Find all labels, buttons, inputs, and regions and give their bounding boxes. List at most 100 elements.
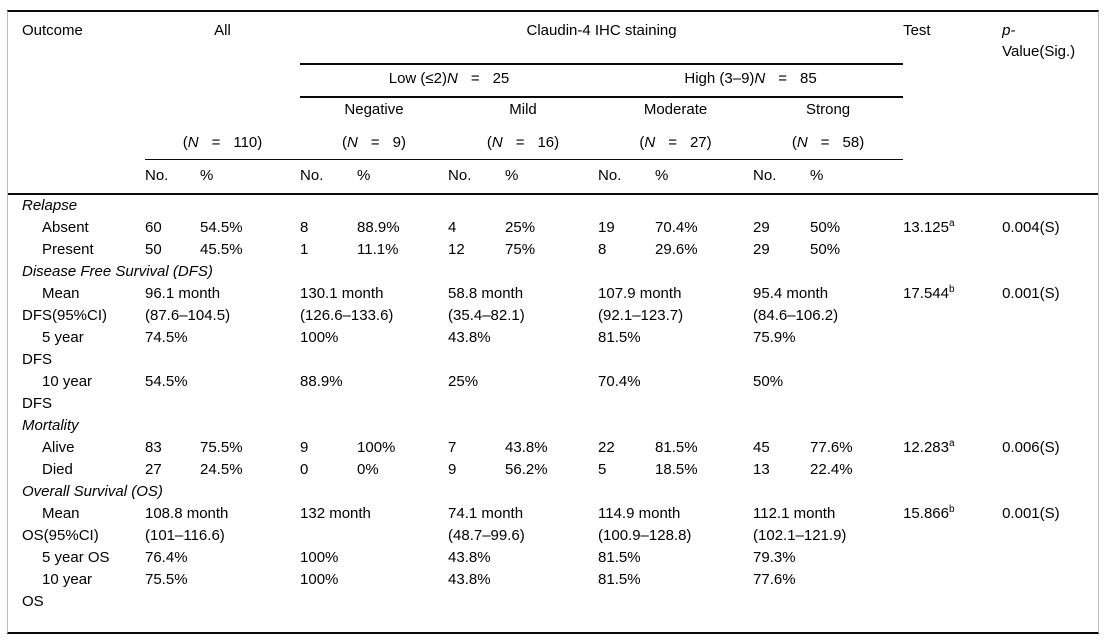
cell: 9	[300, 439, 309, 456]
cell: 75.9%	[753, 329, 796, 346]
cell: 81.5%	[655, 439, 698, 456]
p-cell	[1002, 371, 1098, 415]
cell: 9	[448, 461, 457, 478]
n-value: 110)	[233, 133, 263, 151]
header-low-group: Low (≤2)N = 25	[300, 64, 599, 98]
cell: 0	[300, 461, 309, 478]
cell: 77.6%	[753, 571, 796, 588]
test-cell: 13.125a	[903, 217, 1002, 239]
spacer-cell	[903, 64, 1002, 97]
header-claudin: Claudin-4 IHC staining	[300, 12, 904, 65]
section-label: Overall Survival (OS)	[22, 483, 163, 500]
header-pvalue: p- Value(Sig.)	[1002, 12, 1098, 64]
cell: 114.9 month (100.9–128.8)	[598, 505, 692, 544]
outcomes-table: Outcome All Claudin-4 IHC staining Test …	[8, 12, 1098, 632]
low-equals: =	[470, 70, 480, 87]
table-frame: Outcome All Claudin-4 IHC staining Test …	[7, 10, 1099, 634]
cell: 22	[598, 439, 615, 456]
cell: 19	[598, 219, 615, 236]
row-label: Died	[42, 461, 73, 478]
test-superscript: b	[948, 504, 955, 515]
cell: 56.2%	[505, 461, 548, 478]
cell: 70.4%	[655, 219, 698, 236]
test-superscript: a	[948, 218, 955, 229]
table-row-present: Present 50 45.5% 1 11.1% 12 75% 8 29.6% …	[8, 239, 1098, 261]
n-value: 58)	[842, 133, 865, 151]
col-pct: %	[505, 159, 599, 195]
col-no: No.	[448, 159, 506, 195]
header-mild: Mild	[509, 101, 537, 118]
test-value: 17.544	[903, 285, 949, 302]
p-cell	[1002, 459, 1098, 481]
cell: 132 month	[300, 505, 371, 522]
col-pct: %	[810, 159, 904, 195]
cell: 75.5%	[145, 571, 188, 588]
cell: 96.1 month (87.6–104.5)	[145, 285, 231, 324]
p-cell	[1002, 327, 1098, 371]
cell: 74.1 month (48.7–99.6)	[448, 505, 525, 544]
n-equals: =	[370, 133, 380, 151]
table-row-os-mean: Mean OS(95%CI) 108.8 month (101–116.6) 1…	[8, 503, 1098, 547]
n-value: 27)	[689, 133, 712, 151]
cell: 108.8 month (101–116.6)	[145, 505, 229, 544]
section-label: Relapse	[22, 197, 78, 214]
row-label: 10 year OS	[22, 571, 93, 610]
n-strong: (N = 58)	[753, 130, 904, 160]
n-equals: =	[515, 133, 525, 151]
cell: 88.9%	[300, 373, 343, 390]
row-label: 5 year OS	[42, 549, 110, 566]
row-label: Mean OS(95%CI)	[22, 505, 99, 544]
n-symbol: N	[187, 133, 199, 151]
low-n-value: 25	[492, 70, 510, 87]
n-symbol: N	[347, 133, 358, 151]
cell: 50%	[810, 241, 841, 258]
spacer-cell	[1002, 159, 1098, 195]
cell: 75.5%	[200, 439, 243, 456]
row-label: Present	[42, 241, 94, 258]
cell: 79.3%	[753, 549, 796, 566]
cell: 50	[145, 241, 162, 258]
spacer-cell	[145, 64, 300, 97]
col-no: No.	[753, 159, 811, 195]
cell: 81.5%	[598, 571, 641, 588]
cell: 50%	[753, 373, 784, 390]
n-open: (	[639, 133, 645, 151]
section-label: Mortality	[22, 417, 79, 434]
row-label: Absent	[42, 219, 89, 236]
table-row-absent: Absent 60 54.5% 8 88.9% 4 25% 19 70.4% 2…	[8, 217, 1098, 239]
cell: 100%	[300, 549, 339, 566]
cell: 100%	[357, 439, 396, 456]
cell: 88.9%	[357, 219, 400, 236]
spacer-cell	[1002, 64, 1098, 97]
cell: 22.4%	[810, 461, 853, 478]
test-cell: 15.866b	[903, 503, 1002, 547]
cell: 7	[448, 439, 457, 456]
row-label: Alive	[42, 439, 75, 456]
section-row-mortality: Mortality	[8, 415, 1098, 437]
col-pct: %	[655, 159, 754, 195]
cell: 60	[145, 219, 162, 236]
pvalue-line1: p-	[1002, 22, 1016, 39]
cell: 43.8%	[448, 549, 491, 566]
header-row-4: (N = 110) (N = 9) (N = 16) (N = 27) (N = 58)	[8, 130, 1098, 160]
high-n-value: 85	[800, 70, 817, 87]
cell: 70.4%	[598, 373, 641, 390]
section-row-relapse: Relapse	[8, 194, 1098, 217]
n-moderate: (N = 27)	[598, 130, 754, 160]
cell: 43.8%	[448, 571, 491, 588]
cell: 83	[145, 439, 162, 456]
cell: 50%	[810, 219, 841, 236]
cell: 12	[448, 241, 465, 258]
cell: 13	[753, 461, 770, 478]
cell: 74.5%	[145, 329, 188, 346]
spacer-cell	[8, 97, 145, 130]
test-cell	[903, 459, 1002, 481]
col-pct: %	[357, 159, 449, 195]
p-cell: 0.004(S)	[1002, 219, 1060, 236]
n-open: (	[791, 133, 797, 151]
header-high-group: High (3–9)N = 85	[598, 64, 904, 98]
p-cell: 0.001(S)	[1002, 505, 1060, 522]
p-cell	[1002, 239, 1098, 261]
cell: 18.5%	[655, 461, 698, 478]
test-value: 12.283	[903, 439, 949, 456]
